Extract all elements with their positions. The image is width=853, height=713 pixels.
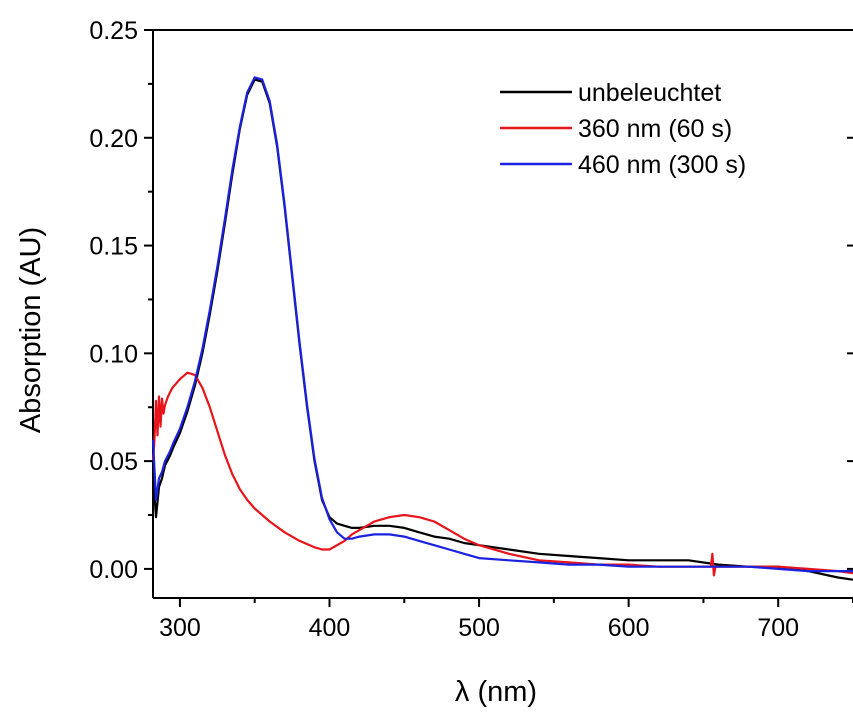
x-tick-label: 300 [159, 614, 201, 642]
legend-label-3: 460 nm (300 s) [578, 151, 746, 179]
legend-label-1: unbeleuchtet [578, 79, 721, 107]
series-layer [151, 76, 853, 581]
plot-frame [152, 29, 853, 599]
x-tick-label: 500 [458, 614, 500, 642]
tick-layer: 300 400 500 600 700 0.00 0.05 0.10 0.15 0.20 0.25 [89, 17, 853, 642]
y-tick-label: 0.10 [89, 340, 138, 368]
x-axis-title: λ (nm) [455, 676, 537, 708]
y-axis-title: Absorption (AU) [15, 227, 47, 433]
y-tick-label: 0.15 [89, 233, 138, 261]
y-tick-label: 0.05 [89, 448, 138, 476]
x-tick-label: 600 [608, 614, 650, 642]
y-tick-label: 0.00 [89, 556, 138, 584]
series-line-3 [151, 76, 853, 573]
legend: unbeleuchtet 360 nm (60 s) 460 nm (300 s) [500, 79, 746, 179]
x-tick-label: 700 [757, 614, 799, 642]
legend-label-2: 360 nm (60 s) [578, 115, 732, 143]
series-line-2 [151, 371, 853, 577]
x-tick-label: 400 [309, 614, 351, 642]
series-line-1 [151, 78, 853, 581]
y-tick-label: 0.25 [89, 17, 138, 45]
y-tick-label: 0.20 [89, 125, 138, 153]
